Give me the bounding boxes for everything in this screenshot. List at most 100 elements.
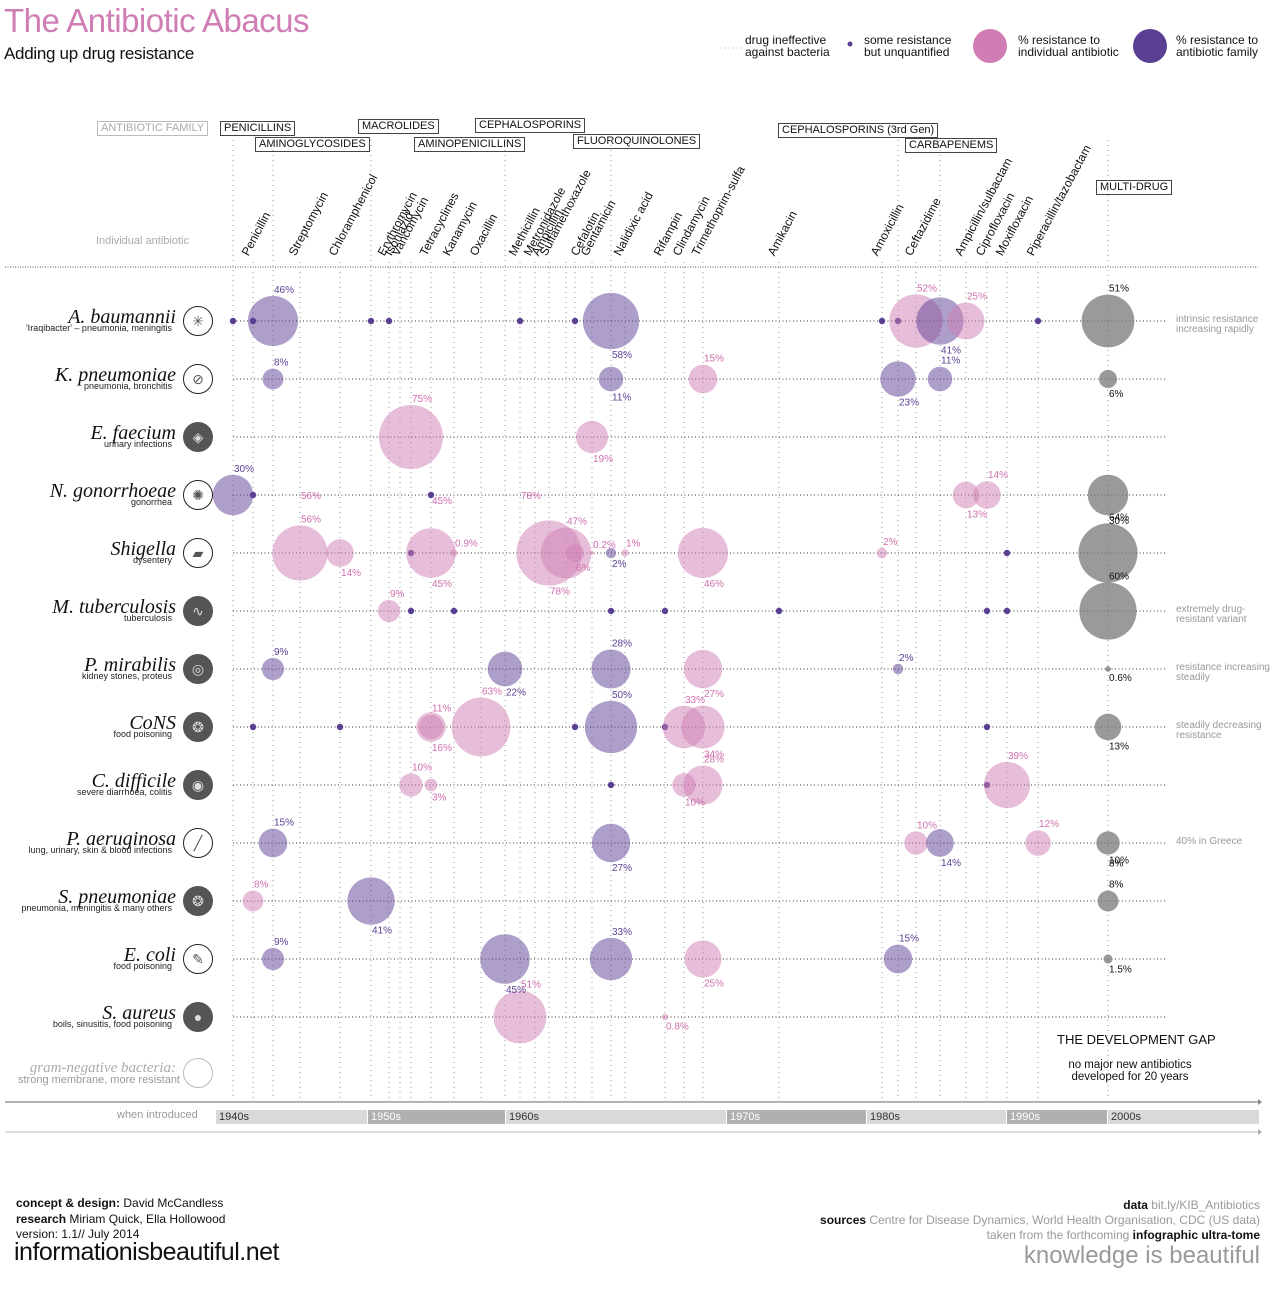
individual-bubble [681, 705, 725, 749]
family-bubble [480, 934, 530, 984]
unquantified-dot [607, 781, 615, 789]
bacterium-icon: ✳ [183, 306, 213, 336]
data-label: 41% [372, 926, 392, 937]
data-label: 3% [432, 792, 447, 803]
family-bubble [883, 944, 913, 974]
data-label: 25% [967, 292, 987, 303]
bacterium-note: extremely drug-resistant variant [1176, 604, 1247, 625]
bacterium-icon: ◉ [183, 770, 213, 800]
bacterium-description: dysentery [132, 555, 172, 565]
data-source: data bit.ly/KIB_Antibiotics [1123, 1198, 1260, 1212]
taken-from: taken from the forthcoming infographic u… [986, 1228, 1260, 1242]
data-label: 19% [593, 454, 613, 465]
bacterium-description: gonorrhea [130, 497, 172, 507]
individual-bubble [1025, 830, 1051, 856]
bacterium-note: resistance increasing steadily [1176, 662, 1270, 683]
data-label: 46% [704, 579, 724, 590]
family-bubble [584, 700, 638, 754]
individual-bubble [416, 712, 446, 742]
family-bubble [582, 292, 640, 350]
family-bubble [591, 649, 631, 689]
data-label: 12% [1039, 819, 1059, 830]
bacterium-description: kidney stones, proteus [81, 671, 172, 681]
data-link[interactable]: bit.ly/KIB_Antibiotics [1151, 1198, 1260, 1212]
family-bubble [262, 368, 284, 390]
data-label: 58% [612, 350, 632, 361]
site-link[interactable]: informationisbeautiful.net [14, 1238, 279, 1266]
individual-bubble [242, 890, 264, 912]
data-label: 11% [941, 356, 960, 367]
multi-bubble [1098, 369, 1118, 389]
bacterium-description: boils, sinusitis, food poisoning [52, 1019, 172, 1029]
data-label: 28% [704, 754, 724, 765]
multi-bubble [1081, 294, 1135, 348]
multi-bubble [1087, 474, 1129, 516]
bacterium-name: C. difficile [91, 770, 176, 792]
bacterium-icon: ▰ [183, 538, 213, 568]
data-label: 64% [1109, 512, 1129, 523]
family-bubble [487, 651, 523, 687]
unquantified-dot [571, 317, 579, 325]
family-bubble [247, 295, 299, 347]
data-label: 51% [1109, 284, 1129, 295]
individual-bubble [684, 940, 722, 978]
multi-bubble [1078, 523, 1138, 583]
purple-circle-icon [1133, 29, 1167, 63]
unquantified-dot [367, 317, 375, 325]
data-label: 22% [506, 687, 526, 698]
data-label: 16% [432, 743, 452, 754]
bacterium-note: 40% in Greece [1176, 836, 1243, 847]
individual-bubble [399, 773, 423, 797]
data-label: 11% [612, 392, 631, 403]
data-label: 41% [941, 346, 961, 357]
decade-segment: 1950s [368, 1110, 505, 1124]
individual-bubble [590, 551, 594, 555]
credit-research: research Miriam Quick, Ella Hollowood [16, 1212, 226, 1226]
bacterium-name: S. aureus [102, 1002, 176, 1024]
time-axis [5, 1099, 1262, 1135]
data-label: 1% [626, 538, 641, 549]
bacterium-note: steadily decreasing resistance [1176, 720, 1262, 741]
bacterium-icon: ✎ [183, 944, 213, 974]
bacterium-name: Shigella [110, 538, 176, 560]
family-aminoglycosides: AMINOGLYCOSIDES [255, 137, 370, 152]
bacterium-description: tuberculosis [123, 613, 172, 623]
data-label: 14% [988, 470, 1008, 481]
antibiotic-family-label: ANTIBIOTIC FAMILY [97, 121, 209, 136]
family-cephalosporins: CEPHALOSPORINS [475, 118, 586, 133]
family-bubble [880, 361, 916, 397]
family-multi-drug: MULTI-DRUG [1096, 180, 1173, 195]
individual-bubble [952, 481, 980, 509]
data-label: 2% [883, 537, 898, 548]
data-label: 15% [274, 818, 294, 829]
small-dot-icon [847, 41, 853, 47]
bacterium-name: E. coli [123, 944, 176, 966]
bacterium-description: pneumonia, bronchitis [83, 381, 172, 391]
family-bubble [261, 947, 285, 971]
bacterium-description: food poisoning [113, 961, 172, 971]
bacterium-name: CoNS [129, 712, 176, 734]
individual-bubble [983, 761, 1031, 809]
unquantified-dot [775, 607, 783, 615]
bacterium-name: S. pneumoniae [58, 886, 176, 908]
data-label: 15% [704, 354, 724, 365]
data-label: 45% [432, 579, 452, 590]
data-label: 47% [567, 517, 587, 528]
legend-ineffective: drug ineffective against bacteria [745, 33, 830, 59]
legend-individual: % resistance to individual antibiotic [1018, 33, 1119, 59]
family-bubble [589, 937, 633, 981]
family-bubble [892, 663, 904, 675]
bacterium-description: food poisoning [113, 729, 172, 739]
data-label: 25% [704, 978, 724, 989]
data-label: 9% [274, 647, 289, 658]
bacterium-note: intrinsic resistance increasing rapidly [1176, 314, 1259, 335]
data-label: 34% [704, 750, 724, 761]
legend-family: % resistance to antibiotic family [1176, 33, 1259, 59]
individual-bubble [677, 527, 729, 579]
individual-bubble [661, 1013, 669, 1021]
individual-bubble [683, 765, 723, 805]
gram-negative-outline-icon [183, 1058, 213, 1088]
data-label: 6% [1109, 389, 1124, 400]
individual-bubble [377, 599, 401, 623]
data-label: 14% [341, 568, 361, 579]
